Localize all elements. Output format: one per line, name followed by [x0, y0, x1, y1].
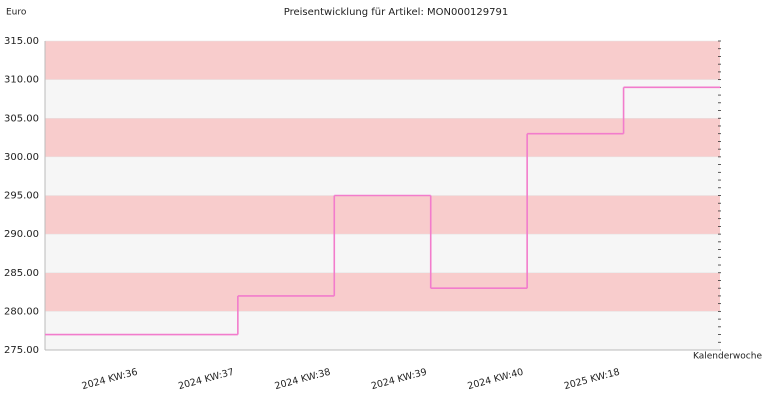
- band: [45, 195, 720, 235]
- y-axis-label: Euro: [6, 8, 27, 18]
- y-tick-label: 290.00: [4, 229, 39, 240]
- band: [45, 79, 720, 119]
- y-tick-label: 280.00: [4, 306, 39, 317]
- x-tick-label: 2024 KW:39: [370, 367, 428, 392]
- y-tick-label: 315.00: [4, 36, 39, 47]
- x-tick-label: 2024 KW:38: [274, 367, 332, 392]
- y-tick-label: 295.00: [4, 191, 39, 202]
- band: [45, 156, 720, 196]
- x-tick-label: 2024 KW:36: [81, 367, 139, 392]
- y-tick-label: 305.00: [4, 113, 39, 124]
- x-tick-label: 2024 KW:40: [466, 367, 524, 392]
- band: [45, 41, 720, 80]
- x-tick-label: 2024 KW:37: [177, 367, 235, 392]
- y-tick-label: 300.00: [4, 152, 39, 163]
- x-tick-label: 2025 KW:18: [563, 367, 621, 392]
- y-tick-label: 310.00: [4, 75, 39, 86]
- y-tick-label: 275.00: [4, 345, 39, 356]
- band: [45, 118, 720, 157]
- chart-title: Preisentwicklung für Artikel: MON0001297…: [284, 7, 508, 18]
- band: [45, 311, 720, 350]
- band: [45, 234, 720, 273]
- band: [45, 272, 720, 312]
- y-tick-label: 285.00: [4, 268, 39, 279]
- x-axis-label: Kalenderwoche: [693, 352, 762, 362]
